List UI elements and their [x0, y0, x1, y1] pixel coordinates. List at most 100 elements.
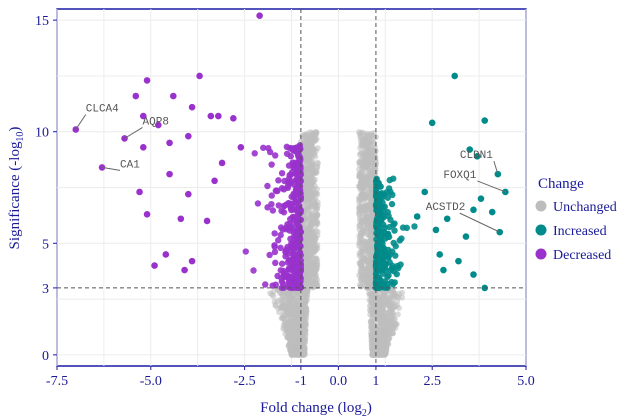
decreased-point — [290, 242, 297, 250]
increased-point — [380, 208, 387, 215]
decreased-point — [288, 178, 295, 185]
decreased-point — [278, 274, 285, 282]
decreased-point — [294, 242, 302, 250]
unchanged-point — [370, 338, 377, 345]
increased-point — [376, 234, 383, 242]
unchanged-point — [312, 201, 319, 208]
decreased-point — [277, 224, 285, 231]
increased-point — [384, 230, 392, 238]
x-tick-label: -1 — [295, 374, 307, 389]
increased-point — [388, 278, 395, 286]
decreased-point — [279, 280, 287, 287]
decreased-point — [271, 242, 278, 249]
legend-label: Unchanged — [553, 200, 617, 215]
y-tick-label: 15 — [35, 14, 49, 29]
unchanged-point — [279, 314, 286, 321]
increased-point — [384, 273, 391, 281]
unchanged-point — [368, 321, 375, 328]
legend-swatch — [535, 224, 547, 236]
unchanged-point — [382, 313, 389, 320]
unchanged-point — [302, 214, 309, 221]
unchanged-point — [306, 151, 313, 158]
x-tick-label: -7.5 — [46, 374, 68, 389]
increased-point — [462, 233, 470, 240]
unchanged-point — [379, 308, 386, 315]
decreased-point — [262, 281, 269, 288]
unchanged-point — [311, 238, 318, 245]
unchanged-points — [267, 128, 406, 358]
annotation-leader — [75, 114, 87, 130]
unchanged-point — [289, 296, 296, 303]
unchanged-point — [302, 162, 309, 169]
increased-point — [373, 268, 380, 275]
decreased-point — [162, 251, 170, 258]
increased-point — [374, 251, 381, 258]
unchanged-point — [303, 231, 310, 238]
decreased-point — [288, 145, 296, 152]
x-tick-label: -2.5 — [234, 374, 256, 389]
unchanged-point — [365, 175, 372, 182]
increased-point — [473, 152, 481, 160]
x-axis-title: Fold change (log2) — [260, 400, 372, 419]
decreased-point — [143, 210, 151, 218]
legend-label: Increased — [553, 224, 607, 239]
decreased-point — [284, 182, 292, 190]
unchanged-point — [314, 159, 321, 166]
decreased-point — [170, 92, 177, 100]
x-tick-label: 0.0 — [330, 374, 348, 389]
unchanged-point — [274, 298, 281, 305]
unchanged-point — [369, 290, 376, 297]
unchanged-point — [365, 186, 372, 193]
unchanged-point — [363, 163, 370, 170]
increased-point — [385, 185, 393, 192]
unchanged-point — [379, 351, 386, 358]
decreased-point — [215, 112, 222, 120]
unchanged-point — [371, 153, 378, 160]
unchanged-point — [399, 289, 406, 296]
unchanged-point — [282, 296, 289, 303]
decreased-point — [136, 188, 143, 196]
unchanged-point — [363, 267, 370, 274]
x-tick-label: -5.0 — [140, 374, 162, 389]
unchanged-point — [313, 255, 320, 262]
decreased-point — [295, 171, 302, 178]
increased-point — [386, 176, 393, 184]
decreased-point — [188, 257, 196, 265]
unchanged-point — [294, 290, 301, 297]
decreased-point — [266, 251, 273, 259]
unchanged-point — [358, 221, 365, 228]
unchanged-point — [301, 344, 308, 351]
decreased-point — [296, 206, 304, 213]
decreased-point — [268, 192, 275, 199]
decreased-point — [218, 159, 226, 167]
unchanged-point — [291, 319, 298, 326]
decreased-point — [271, 230, 278, 237]
increased-point — [389, 191, 396, 199]
decreased-point — [155, 121, 162, 129]
decreased-point — [151, 262, 158, 269]
unchanged-point — [311, 182, 318, 189]
decreased-point — [287, 215, 294, 223]
unchanged-point — [302, 323, 309, 330]
threshold-lines — [57, 9, 526, 366]
annotation-leader — [477, 180, 506, 193]
decreased-point — [237, 144, 245, 151]
unchanged-point — [304, 291, 311, 298]
unchanged-point — [311, 176, 318, 183]
decreased-point — [296, 268, 303, 276]
unchanged-point — [307, 272, 314, 279]
increased-point — [399, 224, 407, 231]
decreased-point — [281, 177, 288, 185]
increased-point — [432, 226, 440, 234]
unchanged-point — [374, 300, 381, 307]
decreased-point — [287, 171, 294, 179]
unchanged-point — [356, 171, 363, 178]
annotation-leader — [101, 166, 121, 171]
unchanged-point — [365, 240, 372, 247]
unchanged-point — [368, 276, 375, 283]
increased-point — [382, 235, 389, 242]
increased-point — [380, 252, 387, 260]
unchanged-point — [374, 351, 381, 358]
unchanged-point — [366, 250, 373, 257]
unchanged-point — [300, 313, 307, 320]
